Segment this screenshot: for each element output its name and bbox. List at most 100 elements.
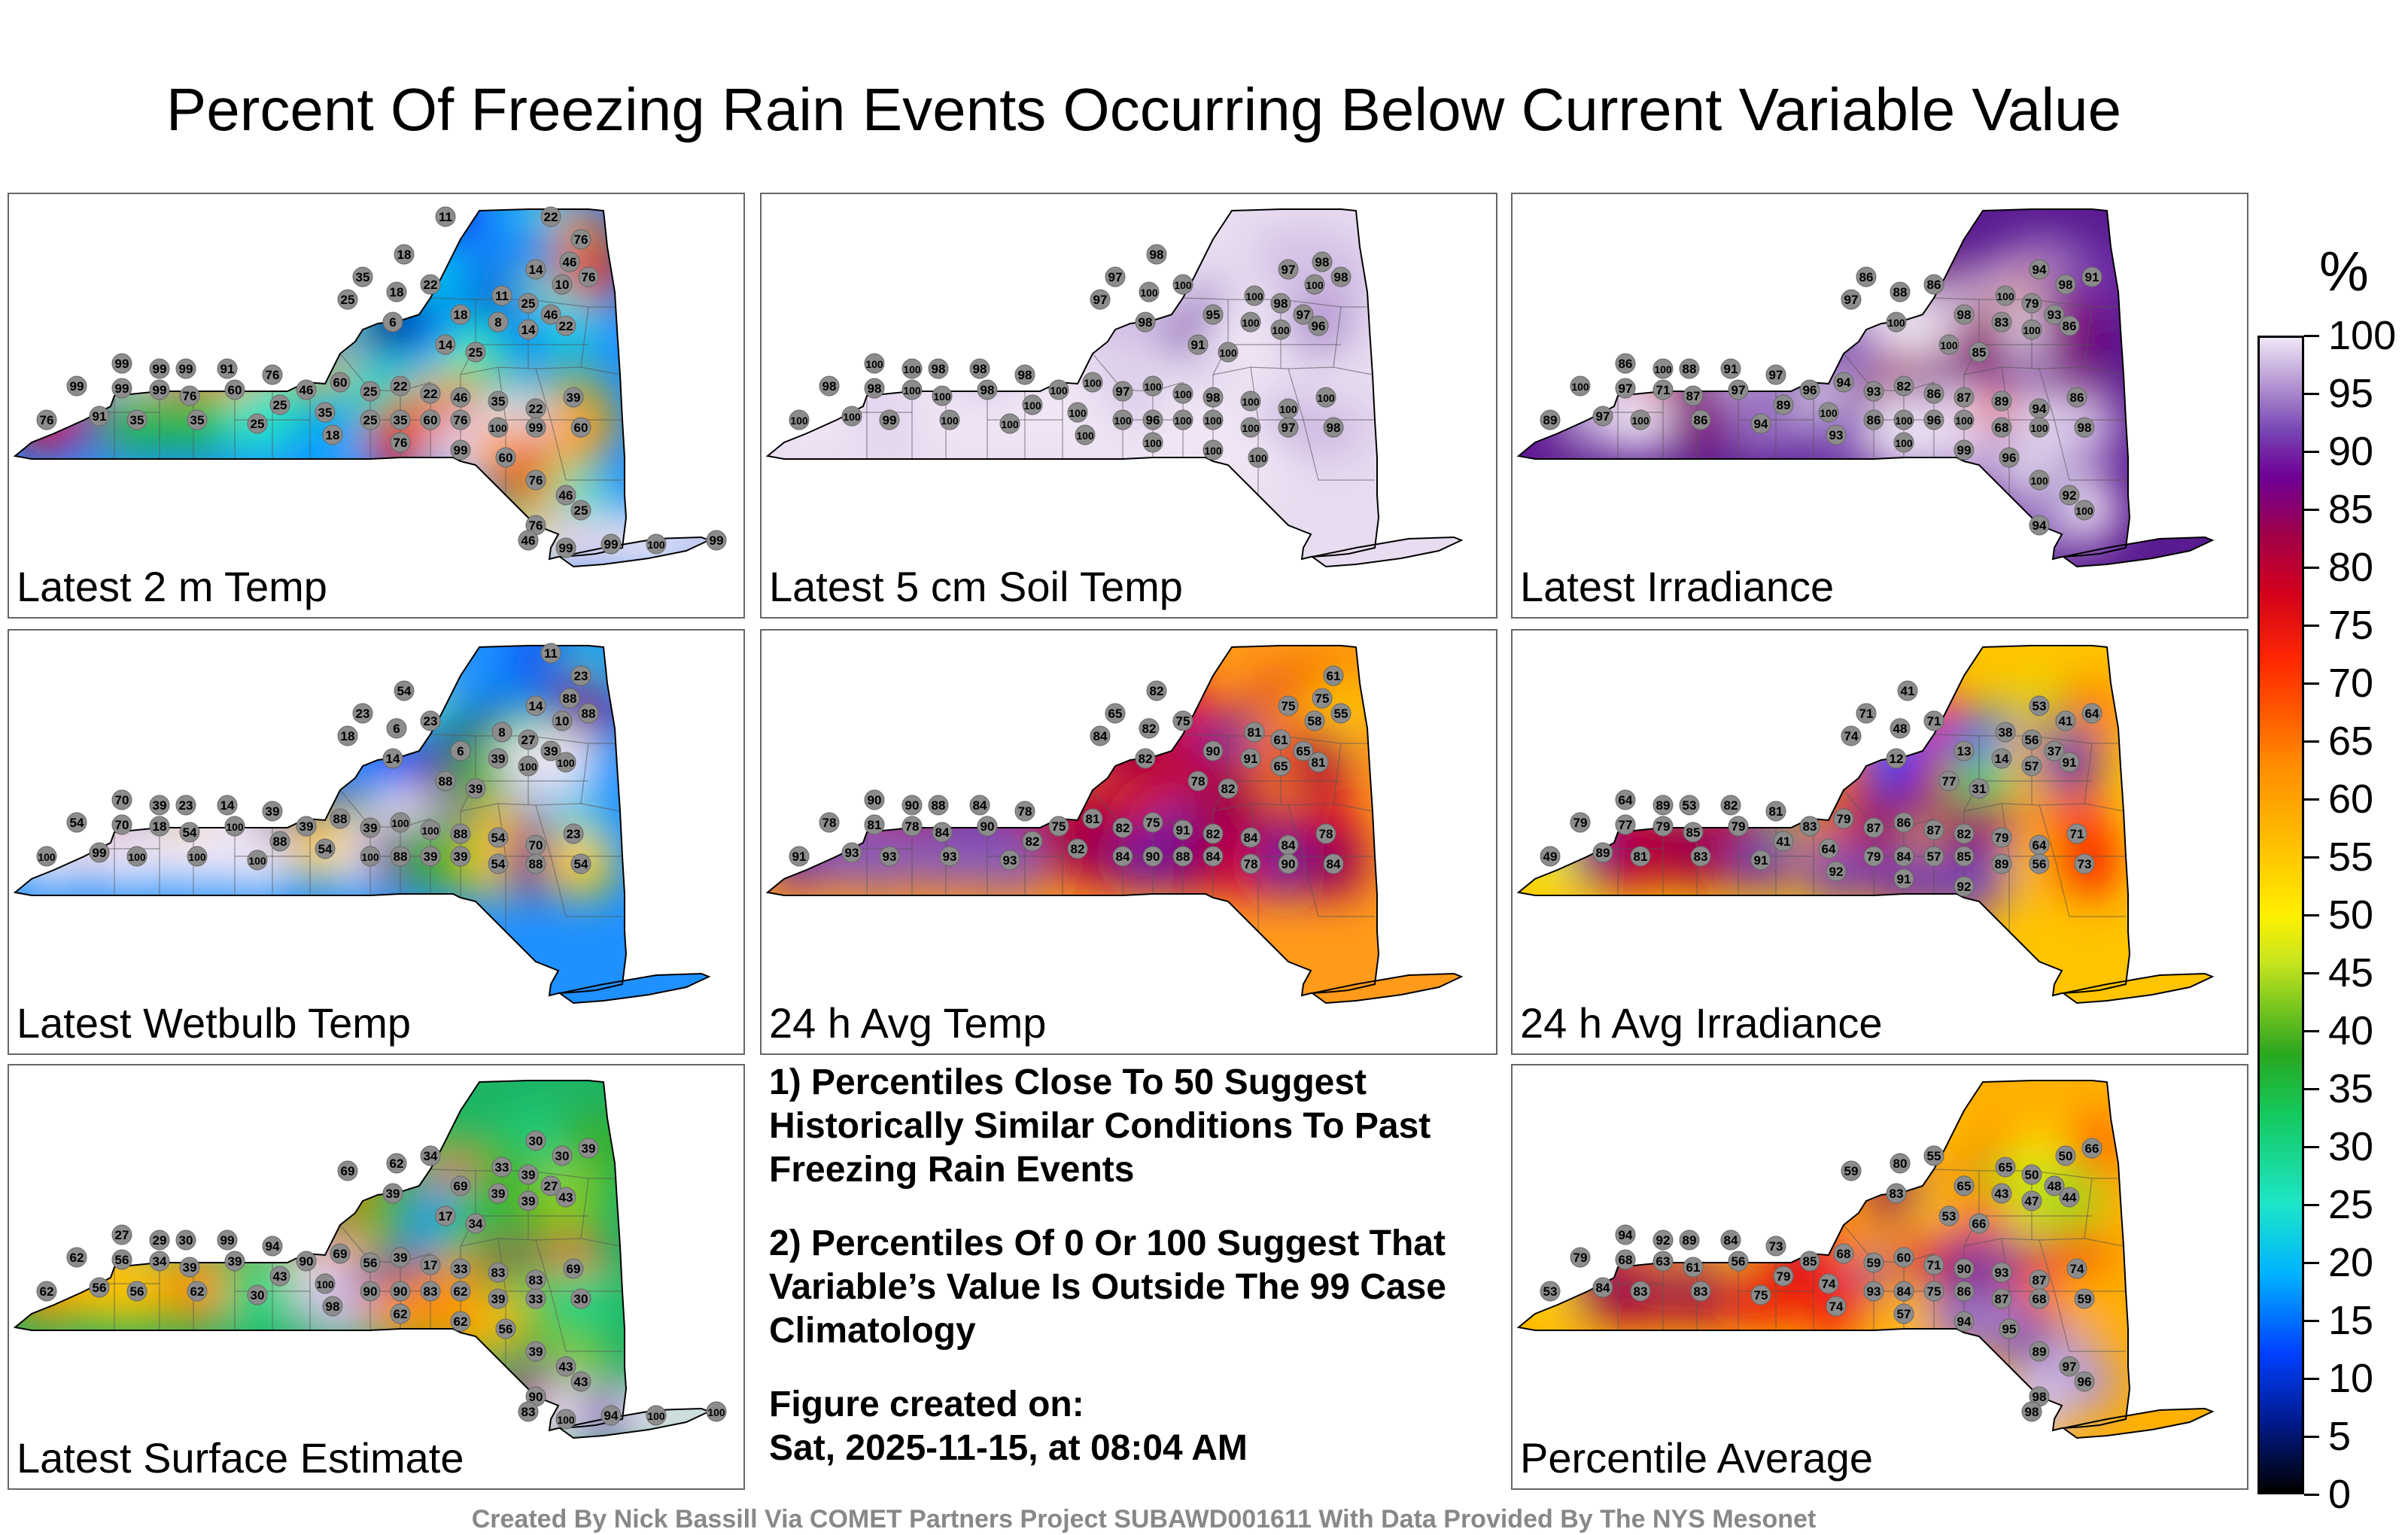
station-value: 97	[1596, 409, 1610, 424]
station-marker	[488, 1262, 509, 1283]
station-marker	[2044, 740, 2065, 761]
station-marker	[1773, 394, 1794, 415]
station-marker	[322, 1296, 343, 1317]
station-value: 100	[941, 415, 959, 427]
station-marker	[1863, 1281, 1884, 1302]
county-border	[2084, 1178, 2093, 1239]
colorbar-tick-mark	[2304, 798, 2319, 801]
station-marker	[495, 447, 516, 468]
station-marker	[36, 1281, 57, 1302]
station-marker	[1969, 1213, 1990, 1234]
station-value: 68	[2033, 1292, 2047, 1306]
station-value: 78	[1018, 804, 1032, 819]
station-marker	[1953, 846, 1975, 867]
station-value: 48	[1893, 722, 1908, 736]
station-marker	[1090, 289, 1111, 310]
station-value: 50	[2059, 1149, 2073, 1163]
station-value: 66	[1972, 1217, 1987, 1231]
state-outline	[1516, 645, 2131, 997]
station-value: 74	[1844, 729, 1859, 743]
station-value: 83	[1803, 819, 1817, 834]
station-value: 55	[1927, 1149, 1941, 1163]
station-marker	[1750, 1284, 1771, 1306]
station-value: 88	[563, 692, 577, 706]
station-marker	[1991, 1183, 2012, 1204]
station-marker	[864, 814, 885, 835]
station-value: 96	[2078, 1375, 2092, 1389]
station-value: 100	[1242, 317, 1260, 329]
station-value: 96	[1927, 413, 1941, 427]
colorbar-tick-mark	[2304, 740, 2319, 743]
station-value: 6	[457, 744, 464, 758]
station-marker	[495, 1318, 516, 1339]
station-value: 100	[1654, 363, 1672, 375]
station-value: 85	[1957, 850, 1972, 864]
station-marker	[1826, 861, 1847, 882]
station-marker	[330, 1243, 351, 1264]
station-value: 100	[1571, 381, 1589, 393]
station-value: 13	[1957, 744, 1972, 758]
station-marker	[1991, 417, 2012, 438]
station-value: 100	[489, 422, 507, 434]
station-value: 39	[491, 1187, 506, 1201]
station-marker	[1135, 748, 1156, 769]
station-marker	[789, 409, 810, 430]
station-marker	[1304, 710, 1325, 731]
station-value: 60	[499, 451, 513, 465]
station-marker	[1615, 1249, 1636, 1270]
station-value: 97	[1108, 270, 1123, 284]
station-marker	[1630, 1281, 1651, 1302]
station-marker	[1615, 353, 1636, 374]
station-value: 98	[326, 1299, 340, 1314]
station-marker	[1953, 439, 1975, 460]
notes-text: 1) Percentiles Close To 50 Suggest Histo…	[769, 1061, 1476, 1470]
station-value: 88	[1683, 362, 1697, 376]
station-marker	[1683, 1257, 1704, 1278]
station-value: 30	[179, 1233, 193, 1248]
station-value: 39	[386, 1187, 400, 1201]
station-value: 79	[1867, 850, 1881, 864]
station-marker	[1938, 771, 1960, 792]
station-marker	[217, 358, 238, 379]
station-marker	[1893, 375, 1914, 397]
station-marker	[360, 1252, 381, 1273]
station-marker	[2029, 470, 2050, 491]
station-marker	[2066, 387, 2087, 408]
station-marker	[1172, 409, 1193, 430]
station-value: 65	[1957, 1179, 1972, 1193]
colorbar-tick-label: 5	[2328, 1414, 2352, 1459]
station-value: 100	[1887, 317, 1905, 329]
station-marker	[179, 385, 200, 406]
station-marker	[1202, 740, 1224, 761]
station-value: 100	[1895, 437, 1913, 449]
station-marker	[1863, 409, 1884, 430]
station-value: 53	[1683, 798, 1697, 813]
station-value: 48	[2048, 1179, 2062, 1193]
station-marker	[999, 413, 1020, 434]
station-value: 98	[932, 362, 946, 376]
station-value: 90	[363, 1284, 378, 1299]
station-value: 89	[1777, 398, 1791, 412]
station-marker	[450, 1311, 471, 1332]
station-marker	[1969, 342, 1990, 363]
station-value: 25	[363, 413, 378, 427]
station-value: 22	[424, 387, 438, 401]
station-value: 76	[394, 436, 408, 450]
station-value: 100	[1144, 437, 1162, 449]
station-value: 74	[1822, 1277, 1836, 1291]
station-value: 91	[1191, 338, 1206, 352]
colorbar-tick-mark	[2304, 972, 2319, 974]
station-value: 46	[299, 383, 314, 397]
station-marker	[1995, 285, 2016, 306]
station-value: 88	[932, 798, 946, 813]
station-value: 39	[266, 804, 280, 819]
station-marker	[247, 413, 268, 434]
station-marker	[394, 244, 415, 265]
state-outline	[558, 972, 711, 1005]
station-value: 97	[1732, 383, 1746, 397]
station-marker	[390, 409, 411, 430]
station-value: 98	[1274, 296, 1288, 311]
station-value: 62	[454, 1315, 468, 1329]
station-marker	[864, 353, 885, 374]
station-value: 98	[2059, 278, 2073, 292]
